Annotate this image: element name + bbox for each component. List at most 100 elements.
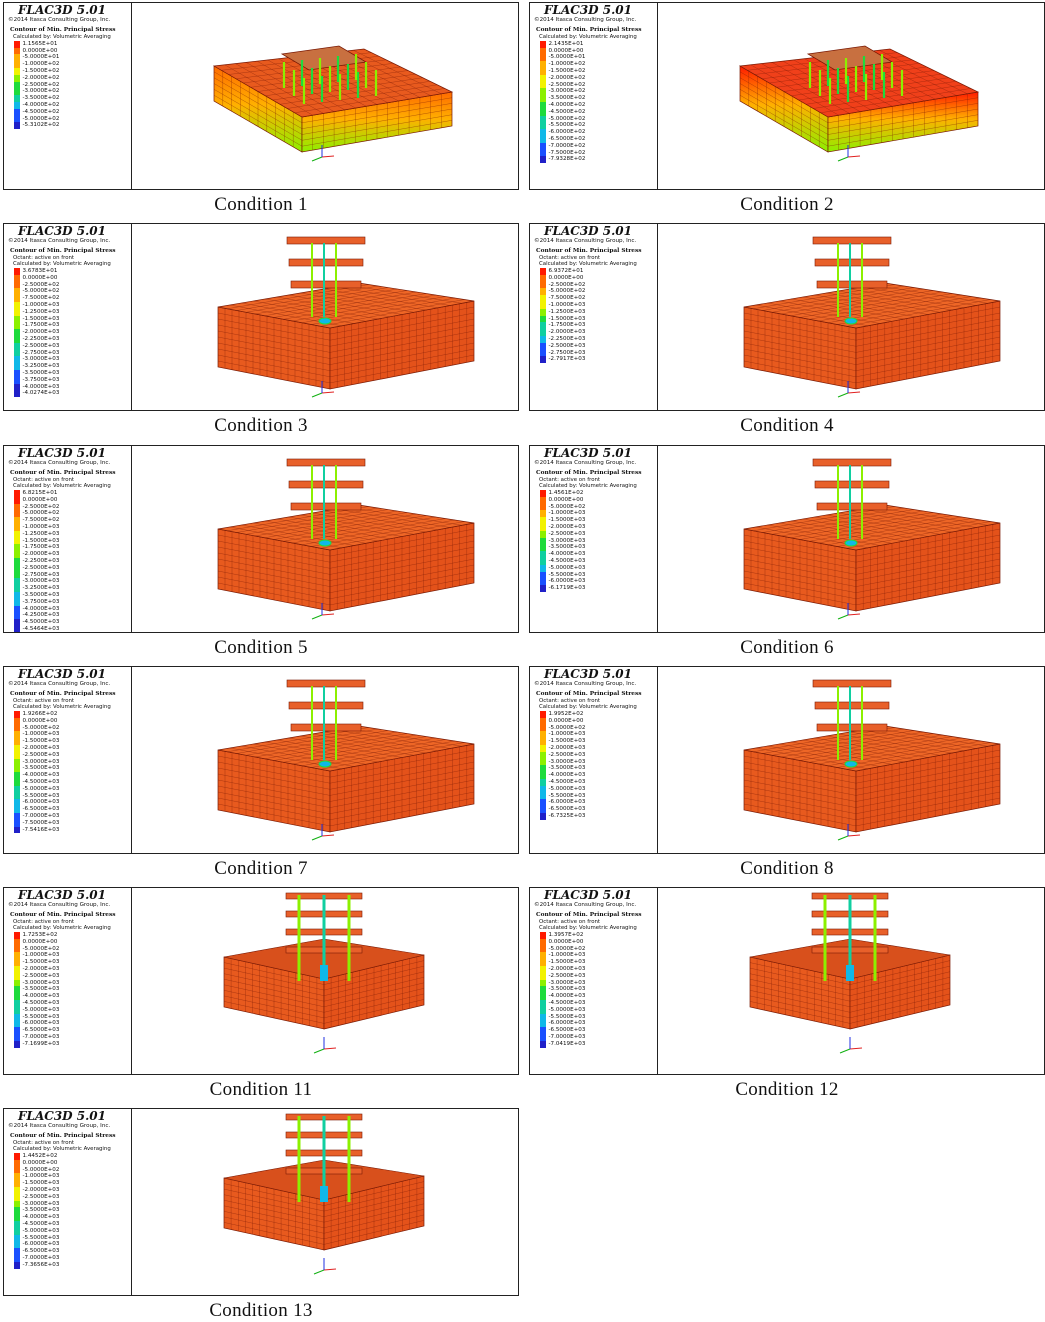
legend-entry: -2.0000E+03: [14, 1187, 131, 1194]
legend-swatch: [14, 370, 20, 377]
legend-entry: -1.5000E+03: [540, 959, 657, 967]
legend-value: -2.0000E+03: [22, 966, 60, 973]
model-render: [743, 679, 1001, 841]
legend-swatch: [540, 1040, 546, 1048]
legend-swatch: [540, 274, 546, 282]
legend-entry: 1.4561E+02: [540, 490, 657, 497]
legend-value: -4.5000E+03: [22, 1221, 60, 1228]
legend-value: 6.9372E+01: [548, 268, 584, 275]
legend-entry: -2.5000E+03: [14, 564, 131, 572]
legend-entry: 0.0000E+00: [540, 47, 657, 55]
structure-frame: [812, 679, 892, 768]
legend-swatch: [540, 738, 546, 746]
legend-entry: -2.5000E+02: [14, 503, 131, 511]
legend-swatch: [14, 544, 20, 552]
legend-swatch: [540, 342, 546, 350]
legend-swatch: [14, 799, 20, 807]
copyright-line: ©2014 Itasca Consulting Group, Inc.: [534, 17, 637, 23]
legend-swatch: [540, 537, 546, 545]
legend-swatch: [540, 302, 546, 309]
legend-swatch: [14, 731, 20, 739]
octant-line: Octant: active on front: [539, 697, 601, 704]
legend-swatch: [540, 792, 546, 800]
legend-entry: -1.0000E+03: [540, 510, 657, 518]
legend-entry: -4.0274E+03: [14, 390, 131, 398]
software-title: FLAC3D 5.01: [544, 224, 632, 238]
legend-swatch: [540, 932, 546, 939]
legend-entry: -1.5000E+03: [14, 315, 131, 323]
legend-swatch: [540, 281, 546, 289]
legend-entry: -2.5000E+02: [14, 81, 131, 89]
legend-value: -1.5000E+02: [548, 67, 586, 74]
legend-value: -2.0000E+03: [22, 1187, 60, 1194]
legend-swatch: [540, 336, 546, 343]
legend-value: -7.0000E+03: [548, 1034, 586, 1041]
legend-swatch: [540, 40, 546, 48]
legend-entry: -3.7500E+03: [14, 598, 131, 606]
legend-value: -3.5000E+03: [548, 544, 586, 551]
legend-value: -6.7325E+03: [548, 813, 586, 820]
legend-entry: -5.0000E+02: [540, 945, 657, 953]
legend-scale: 6.9372E+01 0.0000E+00 -2.5000E+02 -5.0000E+…: [540, 268, 657, 364]
legend-value: -7.9328E+02: [548, 156, 586, 163]
axis-triad-icon: [313, 1037, 337, 1054]
legend-swatch: [14, 302, 20, 309]
calc-line: Calculated by: Volumetric Averaging: [13, 260, 111, 267]
structure-frame: [806, 45, 904, 104]
legend-entry: -2.5000E+03: [540, 972, 657, 980]
plot-frame: FLAC3D 5.01 ©2014 Itasca Consulting Group…: [529, 445, 1045, 633]
legend-swatch: [540, 156, 546, 164]
legend-swatch: [14, 268, 20, 275]
legend-entry: -2.5000E+02: [540, 281, 657, 289]
legend-swatch: [14, 1166, 20, 1174]
legend-value: -2.5000E+03: [22, 972, 60, 979]
legend-value: -3.5000E+03: [548, 986, 586, 993]
legend-value: -2.0000E+03: [22, 745, 60, 752]
legend-value: -7.5000E+02: [548, 149, 586, 156]
legend-entry: -6.5000E+03: [14, 1248, 131, 1256]
calc-line: Calculated by: Volumetric Averaging: [13, 703, 111, 710]
legend-value: -3.0000E+02: [548, 88, 586, 95]
legend-swatch: [14, 1187, 20, 1194]
plot-frame: FLAC3D 5.01 ©2014 Itasca Consulting Group…: [3, 445, 519, 633]
legend-entry: 0.0000E+00: [540, 717, 657, 725]
legend-value: -5.0000E+02: [548, 724, 586, 731]
legend-value: -2.2500E+03: [548, 336, 586, 343]
legend-swatch: [540, 993, 546, 1001]
legend-swatch: [14, 551, 20, 559]
legend-value: -4.0000E+03: [22, 383, 60, 390]
legend-entry: -1.2500E+03: [540, 308, 657, 316]
legend-value: -6.0000E+03: [22, 799, 60, 806]
legend-swatch: [540, 544, 546, 552]
axis-triad-icon: [313, 1258, 337, 1275]
legend-value: -2.7500E+03: [22, 571, 60, 578]
legend-value: -7.5000E+02: [22, 517, 60, 524]
legend-value: -5.0000E+03: [548, 785, 586, 792]
octant-line: Octant: active on front: [13, 254, 75, 261]
axis-triad-icon: [311, 824, 335, 841]
legend-value: -6.5000E+02: [548, 135, 586, 142]
legend-value: -1.0000E+03: [22, 302, 60, 309]
legend-entry: -5.0000E+02: [14, 510, 131, 518]
legend-entry: -3.0000E+03: [14, 356, 131, 364]
legend-value: -4.0000E+03: [22, 605, 60, 612]
legend-entry: -4.5000E+02: [540, 108, 657, 116]
legend-swatch: [540, 95, 546, 102]
legend-swatch: [540, 308, 546, 316]
legend-value: -2.0000E+02: [22, 74, 60, 81]
model-render: [743, 236, 1001, 398]
legend-entry: -6.5000E+03: [14, 1027, 131, 1035]
legend-value: -4.0000E+03: [22, 772, 60, 779]
legend-value: -2.5000E+02: [22, 81, 60, 88]
legend-swatch: [540, 585, 546, 593]
legend-swatch: [540, 510, 546, 518]
legend-swatch: [540, 979, 546, 987]
legend-value: -3.5000E+03: [22, 1207, 60, 1214]
condition-caption: Condition 13: [209, 1300, 313, 1321]
legend-swatch: [14, 738, 20, 746]
contour-title: Contour of Min. Principal Stress: [10, 1133, 116, 1139]
legend-swatch: [540, 765, 546, 773]
legend-entry: 0.0000E+00: [14, 496, 131, 504]
legend-value: -4.5000E+03: [548, 558, 586, 565]
legend-entry: -1.2500E+03: [14, 530, 131, 538]
